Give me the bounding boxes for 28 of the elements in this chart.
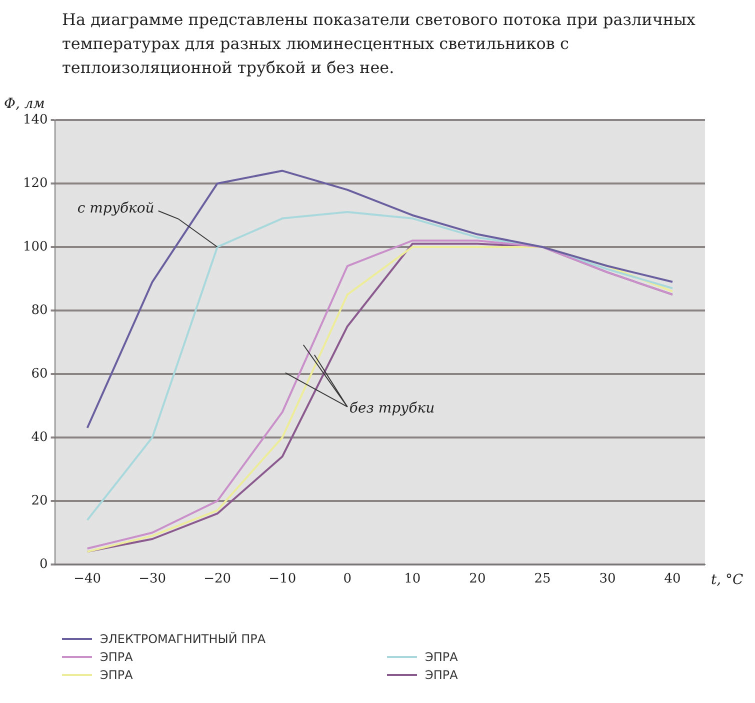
y-tick-label: 120 — [22, 176, 48, 191]
x-tick-label: 25 — [534, 572, 551, 587]
x-tick-label: 0 — [343, 572, 352, 587]
legend-label: ЭЛЕКТРОМАГНИТНЫЙ ПРА — [100, 632, 266, 646]
chart-title: На диаграмме представлены показатели светового потока при различных температурах для разных люминесцентных светильников с теплоизоляционной трубкой и без нее. — [62, 9, 696, 79]
y-tick-label: 100 — [22, 239, 48, 254]
x-tick-label: 20 — [469, 572, 486, 587]
y-tick-label: 20 — [31, 493, 48, 508]
x-tick-label: −30 — [138, 572, 166, 587]
legend-label: ЭПРА — [425, 668, 458, 682]
x-tick-label: −20 — [204, 572, 232, 587]
legend-label: ЭПРА — [425, 650, 458, 664]
legend-label: ЭПРА — [100, 668, 133, 682]
x-tick-label: −40 — [74, 572, 102, 587]
annotation: с трубкой — [77, 200, 154, 217]
y-tick-label: 0 — [40, 556, 48, 572]
legend-label: ЭПРА — [100, 650, 133, 664]
y-axis-title: Φ, лм — [4, 96, 45, 112]
x-tick-label: 40 — [664, 572, 681, 587]
y-tick-label: 140 — [22, 112, 48, 128]
y-tick-label: 60 — [31, 366, 48, 382]
y-tick-label: 40 — [31, 430, 48, 445]
x-tick-label: 10 — [404, 572, 421, 587]
y-tick-label: 80 — [31, 302, 48, 318]
x-axis-title: t, °C — [711, 572, 744, 588]
x-tick-label: 30 — [599, 572, 616, 587]
x-tick-label: −10 — [268, 572, 296, 587]
annotation: без трубки — [349, 400, 435, 416]
